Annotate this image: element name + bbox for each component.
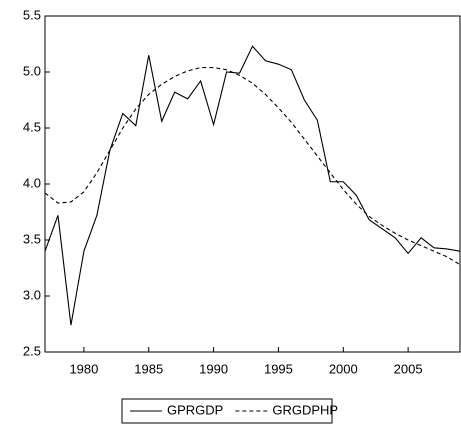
series-line — [44, 45, 461, 326]
x-tick-label: 2005 — [394, 361, 423, 376]
y-tick-label: 4.0 — [23, 175, 41, 190]
legend-label: GPRGDP — [167, 402, 223, 417]
x-tick-label: 1995 — [264, 361, 293, 376]
y-tick-label: 3.0 — [23, 287, 41, 302]
plot-frame — [44, 15, 461, 353]
y-tick-label: 4.5 — [23, 119, 41, 134]
y-tick-label: 2.5 — [23, 343, 41, 358]
y-tick-label: 5.5 — [23, 7, 41, 22]
x-tick-label: 1990 — [199, 361, 228, 376]
x-tick-label: 1985 — [134, 361, 163, 376]
x-tick-label: 1980 — [69, 361, 98, 376]
y-tick-label: 5.0 — [23, 63, 41, 78]
x-tick-label: 2000 — [329, 361, 358, 376]
legend-label: GRGDPHP — [272, 402, 338, 417]
y-tick-label: 3.5 — [23, 231, 41, 246]
